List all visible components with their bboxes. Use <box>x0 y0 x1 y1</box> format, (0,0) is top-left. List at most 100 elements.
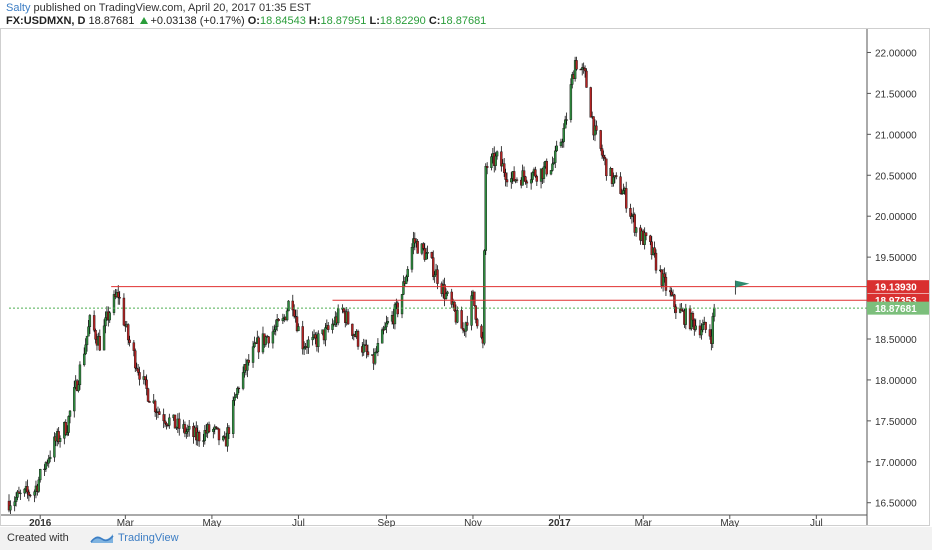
candle-body <box>231 400 235 434</box>
candle-body <box>701 324 705 331</box>
candle-body <box>122 297 126 326</box>
candle-body <box>327 325 330 330</box>
candle-body <box>87 326 90 337</box>
time-tick-label: 2016 <box>29 518 52 527</box>
candle-body <box>223 436 226 438</box>
candle-body <box>301 326 304 350</box>
candle-body <box>365 344 368 352</box>
candle-body <box>380 329 384 344</box>
candle-body <box>37 479 40 492</box>
candle-body <box>58 438 62 442</box>
candle-body <box>525 181 529 184</box>
candle-body <box>295 316 299 332</box>
candle-body <box>495 151 499 157</box>
candle-body <box>73 387 76 412</box>
candle-body <box>67 416 70 433</box>
low-label: L: <box>369 15 380 27</box>
candle-body <box>94 330 97 340</box>
time-tick-label: Mar <box>635 518 653 527</box>
candle-body <box>595 125 598 131</box>
candle-body <box>44 462 48 470</box>
candle-body <box>145 379 148 389</box>
candle-body <box>136 368 140 373</box>
candle-body <box>186 429 189 432</box>
time-tick-label: 2017 <box>548 518 571 527</box>
candle-body <box>257 337 260 353</box>
time-tick-label: Jul <box>292 518 305 527</box>
candle-body <box>197 431 201 442</box>
candle-body <box>619 176 622 194</box>
time-tick-label: Nov <box>464 518 482 527</box>
candle-body <box>569 84 573 120</box>
candle-body <box>165 423 168 426</box>
price-tick-label: 18.50000 <box>875 335 917 346</box>
candle-body <box>661 273 665 286</box>
candle-body <box>490 156 493 168</box>
candle-body <box>549 170 553 175</box>
candle-body <box>366 351 370 356</box>
candle-body <box>292 309 296 317</box>
candle-body <box>504 172 507 180</box>
candle-body <box>694 325 697 330</box>
candle-body <box>684 308 688 325</box>
candle-body <box>144 376 147 381</box>
candle-body <box>565 119 568 121</box>
candle-body <box>202 440 205 442</box>
candle-body <box>700 329 703 336</box>
candle-body <box>146 388 150 402</box>
candle-body <box>217 428 221 441</box>
price-chart[interactable]: 16.50000 17.00000 17.50000 18.00000 18.50000… <box>0 0 932 527</box>
candles <box>7 56 716 515</box>
candle-body <box>422 243 425 249</box>
candle-body <box>670 291 673 296</box>
candle-body <box>187 426 191 430</box>
candle-body <box>212 429 215 432</box>
candle-body <box>85 335 89 346</box>
candle-body <box>253 342 256 347</box>
candle-body <box>351 323 354 336</box>
author-link[interactable]: Salty <box>6 2 31 14</box>
candle-body <box>83 353 86 366</box>
candle-body <box>287 300 290 312</box>
candle-body <box>521 170 524 186</box>
candle-body <box>424 253 428 260</box>
candle-body <box>416 240 419 254</box>
candle-body <box>362 344 365 353</box>
candle-body <box>98 336 102 351</box>
candle-body <box>285 310 289 321</box>
candle-body <box>559 141 563 147</box>
price-tick-label: 19.50000 <box>875 253 917 264</box>
candle-body <box>693 319 696 330</box>
candle-body <box>102 325 106 351</box>
candle-body <box>19 492 22 495</box>
candle-body <box>708 329 712 337</box>
candle-body <box>33 491 36 496</box>
price-change: +0.03138 (+0.17%) <box>150 15 245 27</box>
symbol-label[interactable]: FX:USDMXN, D <box>6 15 86 27</box>
candle-body <box>29 494 32 497</box>
candle-body <box>704 321 707 330</box>
candle-body <box>281 318 285 322</box>
candle-body <box>690 313 693 329</box>
candle-body <box>213 426 216 430</box>
time-tick-label: May <box>720 518 739 527</box>
level-price-label: 19.13930 <box>875 283 917 294</box>
candle-body <box>241 372 245 389</box>
candle-body <box>77 384 80 391</box>
candle-body <box>464 322 468 332</box>
candle-body <box>68 410 72 417</box>
last-price: 18.87681 <box>88 15 135 27</box>
candle-body <box>26 486 29 493</box>
candle-body <box>118 297 121 299</box>
tradingview-brand[interactable]: TradingView <box>118 532 179 544</box>
candle-body <box>247 359 250 363</box>
candle-body <box>48 456 52 460</box>
candle-body <box>531 172 534 180</box>
candle-body <box>342 308 346 312</box>
candle-body <box>163 420 167 424</box>
candle-body <box>23 488 26 494</box>
candle-body <box>185 431 188 434</box>
candle-body <box>522 170 526 177</box>
candle-body <box>162 414 165 422</box>
candle-body <box>375 351 378 353</box>
